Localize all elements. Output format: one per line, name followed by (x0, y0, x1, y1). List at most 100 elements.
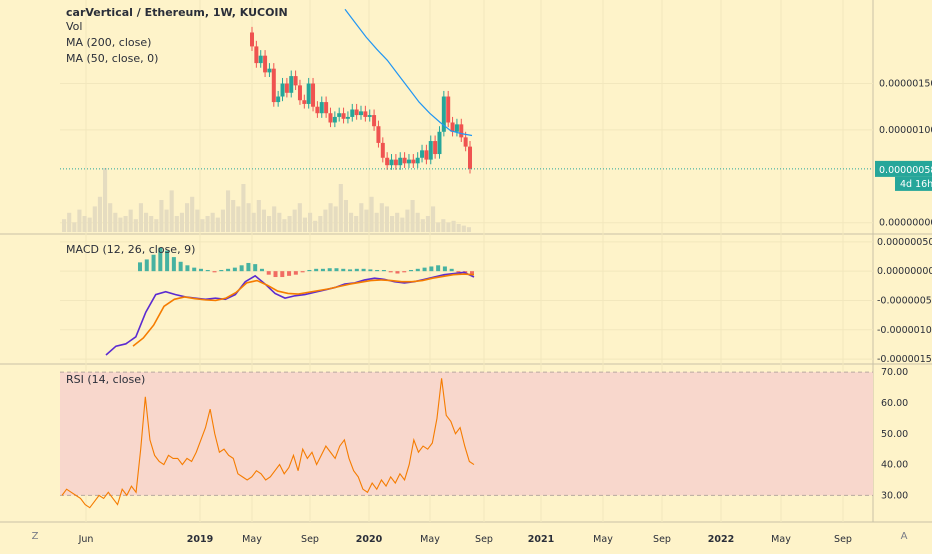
rsi-tick-label: 70.00 (881, 367, 908, 378)
candle-body (263, 55, 268, 73)
candle-body (415, 157, 420, 164)
macd-histogram-bar (259, 268, 264, 272)
candle-body (437, 131, 442, 155)
rsi-tick-label: 30.00 (881, 490, 908, 501)
chart-title: carVertical / Ethereum, 1W, KUCOIN (66, 6, 288, 19)
macd-histogram-bar (375, 269, 380, 272)
macd-histogram-bar (449, 268, 454, 272)
rsi-tick-label: 50.00 (881, 429, 908, 440)
candle-body (372, 115, 377, 127)
volume-bar (128, 209, 133, 232)
candle-body (341, 113, 346, 119)
volume-bar (420, 219, 425, 232)
volume-bar (246, 203, 251, 232)
macd-histogram-bar (409, 269, 414, 272)
volume-bar (333, 206, 338, 232)
macd-histogram-bar (205, 269, 210, 272)
volume-bar (220, 209, 225, 232)
macd-histogram-bar (253, 264, 258, 272)
volume-bar (185, 203, 190, 232)
macd-histogram-bar (138, 262, 142, 272)
macd-histogram-bar (239, 265, 244, 272)
volume-bar (374, 212, 379, 232)
volume-bar (149, 216, 154, 232)
candle-body (311, 83, 316, 107)
macd-histogram-bar (470, 271, 474, 275)
volume-bar (282, 219, 287, 232)
candle-body (332, 116, 337, 123)
macd-histogram-bar (219, 269, 224, 272)
volume-bar (313, 220, 318, 232)
volume-bar (72, 222, 77, 232)
candle-body (297, 85, 302, 101)
volume-bar (328, 203, 333, 232)
time-tick-label: 2020 (356, 534, 383, 545)
candle-body (441, 96, 446, 132)
macd-histogram-bar (307, 269, 312, 272)
macd-histogram-bar (402, 271, 407, 273)
auto-scale-button[interactable]: A (900, 531, 908, 542)
volume-bar (415, 212, 420, 232)
candle-body (328, 113, 333, 123)
candle-body (406, 159, 411, 164)
volume-bar (456, 224, 461, 232)
volume-bar (179, 212, 184, 232)
volume-bar (267, 216, 272, 232)
candle-body (250, 32, 254, 47)
candle-body (385, 157, 390, 166)
volume-bar (349, 212, 354, 232)
volume-bar (441, 219, 446, 232)
macd-histogram-bar (436, 265, 441, 272)
rsi-tick-label: 60.00 (881, 398, 908, 409)
macd-signal-line (132, 273, 475, 347)
candle-body (446, 96, 451, 123)
volume-bar (354, 216, 359, 232)
time-tick-label: Sep (475, 534, 493, 545)
macd-histogram-bar (232, 267, 237, 272)
candle-body (319, 102, 324, 114)
zoom-button[interactable]: Z (31, 531, 39, 542)
volume-bar (144, 212, 149, 232)
macd-histogram-bar (266, 271, 271, 275)
macd-histogram-bar (368, 269, 373, 272)
volume-bar (97, 196, 102, 232)
macd-histogram-bar (158, 247, 163, 272)
volume-bar (195, 209, 200, 232)
rsi-band (60, 372, 873, 496)
ma50-label: MA (50, close, 0) (66, 52, 159, 65)
candle-body (337, 113, 342, 117)
time-tick-label: May (420, 534, 440, 545)
time-tick-label: Sep (834, 534, 852, 545)
candle-body (306, 83, 311, 104)
volume-bar (164, 209, 169, 232)
macd-tick-label: 0.00000050 (877, 237, 932, 248)
volume-bar (302, 217, 307, 232)
macd-histogram-bar (280, 271, 285, 278)
volume-bar (113, 212, 118, 232)
candle-body (284, 83, 289, 93)
volume-bar (123, 216, 128, 232)
macd-histogram-bar (442, 266, 447, 272)
time-tick-label: 2022 (708, 534, 734, 545)
volume-bar (174, 216, 179, 232)
volume-bar (226, 190, 231, 232)
macd-histogram-bar (287, 271, 292, 276)
candle-body (254, 46, 259, 64)
time-tick-label: May (593, 534, 613, 545)
candle-body (420, 150, 425, 158)
candle-body (367, 115, 372, 117)
macd-histogram-bar (354, 268, 359, 272)
macd-histogram-bar (422, 267, 427, 272)
candle-body (463, 137, 468, 147)
volume-bar (384, 206, 389, 232)
volume-bar (67, 212, 72, 232)
volume-bar (87, 217, 92, 232)
candle-body (271, 68, 276, 103)
volume-bar (261, 209, 266, 232)
volume-bar (133, 219, 138, 232)
volume-bar (390, 216, 395, 232)
macd-tick-label: -0.00000100 (877, 325, 932, 336)
volume-bar (210, 212, 215, 232)
